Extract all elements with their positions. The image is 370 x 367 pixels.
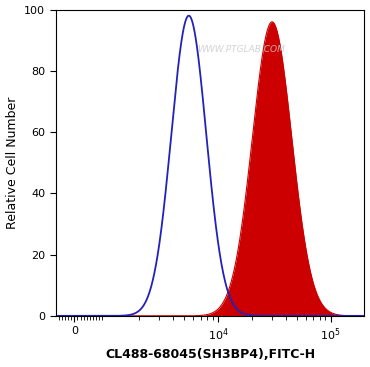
X-axis label: CL488-68045(SH3BP4),FITC-H: CL488-68045(SH3BP4),FITC-H: [105, 348, 315, 361]
Text: WWW.PTGLAB.COM: WWW.PTGLAB.COM: [197, 45, 285, 54]
Y-axis label: Relative Cell Number: Relative Cell Number: [6, 97, 18, 229]
